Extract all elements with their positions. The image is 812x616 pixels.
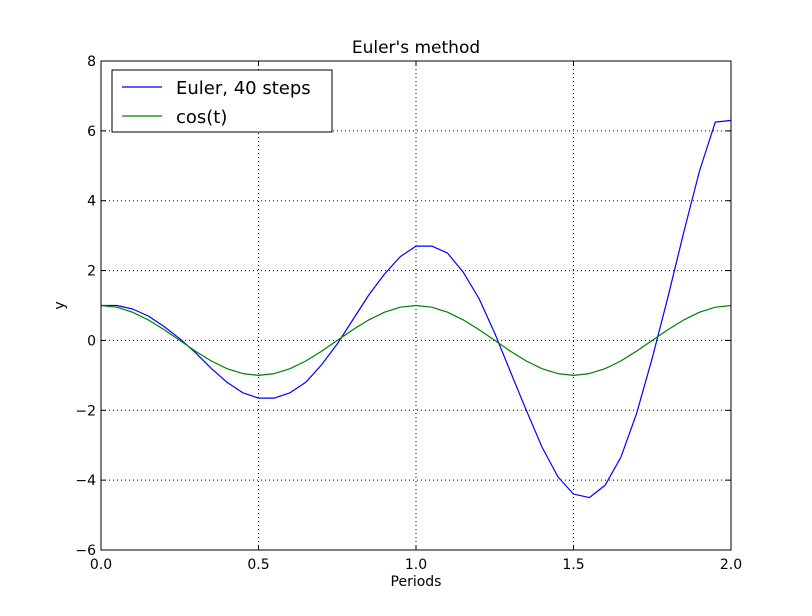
y-tick-label: −6	[75, 543, 96, 559]
x-tick-label: 1.0	[405, 557, 427, 573]
y-tick-label: 2	[87, 264, 96, 280]
y-tick-label: −4	[75, 473, 96, 489]
x-tick-label: 0.5	[247, 557, 269, 573]
chart-title: Euler's method	[352, 38, 480, 58]
x-tick-label: 1.5	[562, 557, 584, 573]
x-tick-label: 0.0	[90, 557, 112, 573]
y-tick-label: −2	[75, 403, 96, 419]
series-line-0	[101, 119, 732, 499]
legend-label-0: Euler, 40 steps	[176, 78, 311, 99]
legend: Euler, 40 steps cos(t)	[111, 69, 333, 133]
y-tick-label: 6	[87, 124, 96, 140]
y-axis-label: y	[52, 301, 68, 309]
legend-label-1: cos(t)	[176, 107, 227, 128]
y-tick-label: 8	[87, 54, 96, 70]
series-line-1	[100, 304, 732, 376]
series-lines	[100, 119, 732, 499]
x-tick-label: 2.0	[720, 557, 742, 573]
legend-box	[111, 69, 333, 133]
x-axis-label: Periods	[391, 574, 442, 590]
y-tick-label: 4	[87, 194, 96, 210]
axis-ticks: 0.0 0.5 1.0 1.5 2.0 −6 −4 −2 0 2 4 6 8	[75, 54, 742, 573]
y-tick-label: 0	[87, 333, 96, 349]
